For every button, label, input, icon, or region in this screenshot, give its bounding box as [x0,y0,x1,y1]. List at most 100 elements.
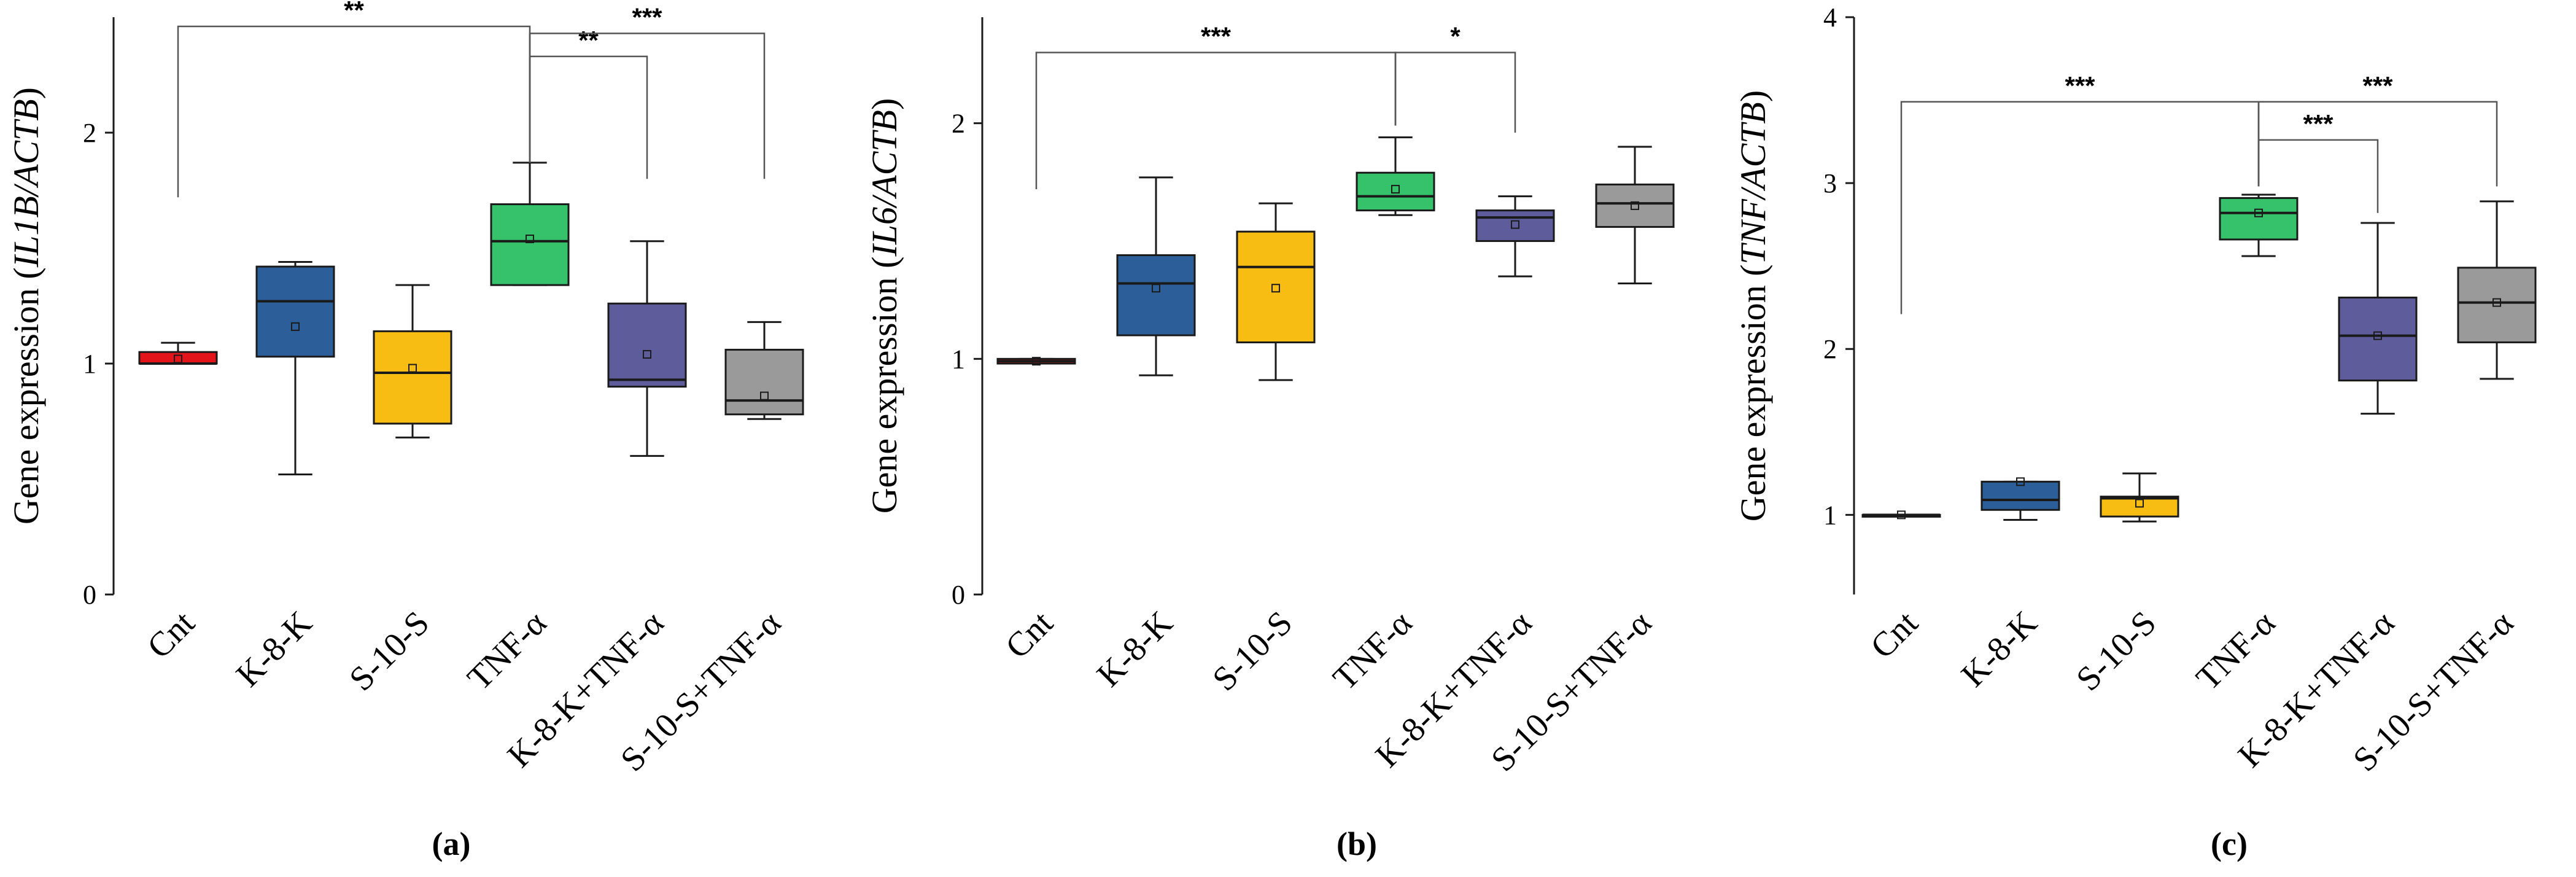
category-label: TNF-α [460,604,554,698]
bracket-line [1900,101,2260,314]
bracket-line [529,33,766,179]
significance-bracket: *** [1900,71,2260,314]
panel-label: (c) [2211,825,2248,862]
mean-marker [1631,201,1639,210]
mean-marker [408,364,417,373]
significance-stars: *** [1201,22,1232,51]
category-label: S-10-S [2069,604,2163,698]
y-tick-label: 2 [952,109,965,139]
panel-label: (a) [432,825,471,862]
bracket-line [177,25,531,198]
significance-bracket: *** [2257,71,2498,187]
category-label: Cnt [998,604,1060,666]
y-axis-label-suffix: ) [864,98,904,110]
box-body [1356,171,1435,212]
y-axis-label: Gene expression (IL6/ACTB) [864,98,904,514]
mean-marker [1271,284,1280,293]
box-1 [138,341,218,365]
significance-stars: *** [2065,71,2095,100]
box-6 [724,321,804,420]
panel-c: 1 2 3 4 Gene expression (TNF/ACTB) Cnt K-8-K S-… [1733,2,2537,862]
box-5 [607,240,687,457]
significance-stars: * [1450,22,1461,51]
mean-marker [2135,499,2144,508]
significance-stars: *** [2362,71,2393,100]
mean-marker [1511,220,1519,229]
y-axis-label-gene: IL6/ACTB [864,110,904,257]
mean-marker [2493,298,2501,307]
y-tick-label: 0 [952,580,965,610]
category-label: S-10-S [342,604,436,698]
box-body [255,265,335,358]
bracket-line [529,55,648,179]
box-body [1595,183,1675,228]
box-4 [490,162,570,286]
box-body [1475,209,1555,242]
box-3 [1236,202,1316,381]
box-body [1980,480,2060,511]
significance-bracket: ** [177,0,531,198]
category-label: TNF-α [2189,604,2283,698]
bracket-line [2257,101,2498,187]
mean-marker [1391,185,1400,194]
box-body [1116,254,1196,337]
y-axis-label-prefix: Gene expression ( [6,267,46,524]
panel-b: 0 1 2 Gene expression (IL6/ACTB) Cnt K-8-K S-1… [864,17,1675,862]
box-body [724,348,804,416]
y-axis-label-gene: IL1B/ACTB [6,99,46,268]
y-tick-label: 2 [1823,334,1837,364]
box-2 [1980,477,2060,521]
panel-label: (b) [1336,825,1377,862]
y-tick-label: 1 [1823,500,1837,530]
box-body [1236,230,1316,343]
box-6 [2457,200,2537,380]
box-6 [1595,146,1675,285]
mean-marker [2254,208,2263,217]
box-1 [1861,510,1941,520]
mean-marker [760,391,769,400]
significance-stars: ** [578,26,599,55]
significance-bracket: *** [529,2,766,179]
y-axis-label: Gene expression (TNF/ACTB) [1733,90,1773,521]
significance-bracket: * [1394,22,1516,133]
y-tick-label: 2 [83,118,96,148]
box-5 [2338,222,2418,415]
box-body [607,302,687,388]
y-tick-label: 1 [83,349,96,379]
significance-stars: ** [344,0,364,25]
panel-a: 0 1 2 Gene expression (IL1B/ACTB) Cnt K-8-K S-… [6,0,804,862]
mean-marker [643,349,651,359]
mean-marker [1897,510,1906,520]
category-label: S-10-S [1205,604,1300,698]
significance-bracket: ** [529,26,648,179]
bracket-line [1394,52,1516,133]
significance-stars: *** [632,2,662,31]
box-3 [2100,472,2179,523]
y-axis-label-prefix: Gene expression ( [864,257,904,514]
mean-marker [291,322,300,331]
y-tick-label: 3 [1823,168,1837,198]
mean-marker [174,354,182,364]
y-axis-label-gene: TNF/ACTB [1733,102,1773,264]
box-body [2219,197,2299,241]
box-body [2457,267,2537,343]
significance-stars: *** [2303,109,2334,138]
mean-marker [1032,357,1041,366]
significance-bracket: *** [1035,22,1397,190]
mean-marker [526,234,534,243]
y-axis-label: Gene expression (IL1B/ACTB) [6,87,46,524]
y-tick-label: 0 [83,580,96,610]
category-label: TNF-α [1326,604,1420,698]
box-4 [2219,193,2299,257]
mean-marker [2016,477,2025,486]
box-2 [255,261,335,475]
box-2 [1116,176,1196,376]
box-4 [1356,136,1435,216]
box-body [373,330,452,425]
y-tick-label: 4 [1823,2,1837,33]
y-tick-label: 1 [952,344,965,374]
bracket-line [1035,52,1397,190]
mean-marker [2373,331,2382,340]
y-axis-label-suffix: ) [6,87,46,99]
